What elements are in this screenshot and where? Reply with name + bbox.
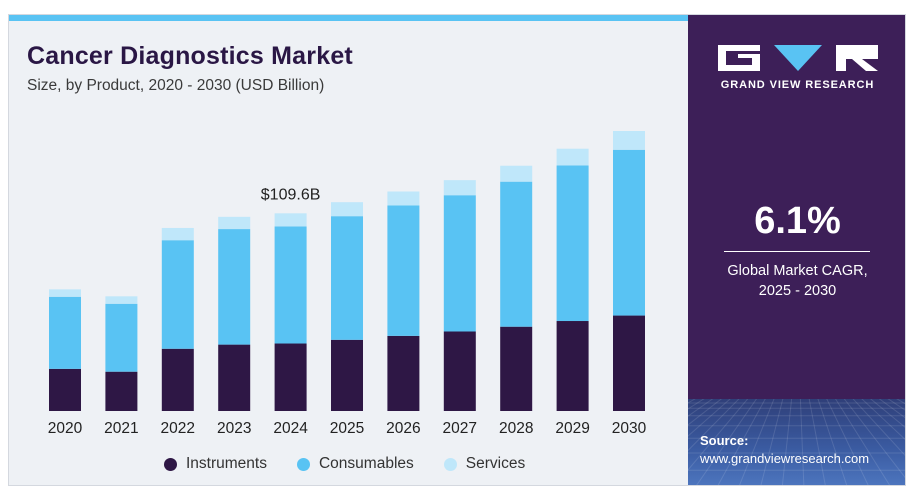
bar-consumables-2023	[218, 229, 251, 345]
bar-services-2025	[331, 202, 363, 217]
bar-consumables-2029	[556, 165, 589, 322]
legend-item-instruments: Instruments	[164, 455, 267, 473]
bar-consumables-2022	[161, 240, 194, 349]
bar-instruments-2022	[161, 348, 194, 411]
bar-instruments-2025	[331, 339, 363, 411]
x-tick-label-2026: 2026	[386, 420, 420, 437]
chart-legend: Instruments Consumables Services	[164, 455, 555, 473]
x-tick-label-2029: 2029	[555, 420, 589, 437]
cagr-divider	[724, 251, 870, 252]
bar-instruments-2029	[556, 321, 589, 411]
bar-consumables-2030	[613, 149, 645, 316]
bar-consumables-2021	[105, 303, 138, 372]
legend-item-consumables: Consumables	[296, 455, 414, 473]
grand-view-research-logo-icon	[718, 45, 878, 71]
bar-services-2023	[218, 216, 251, 230]
stacked-bar-chart: 2020 2021 2022 2023 2024 2025 2026 2027 2028 2029…	[48, 131, 647, 437]
legend-label-instruments: Instruments	[186, 455, 267, 472]
cagr-label-line2: 2025 - 2030	[758, 283, 837, 299]
bar-consumables-2026	[387, 205, 420, 336]
bar-instruments-2024	[274, 343, 307, 411]
accent-bar	[9, 15, 688, 21]
bar-consumables-2020	[49, 296, 81, 369]
bar-services-2027	[443, 180, 476, 196]
cagr-label-line1: Global Market CAGR,	[727, 263, 868, 279]
x-tick-label-2030: 2030	[612, 420, 647, 437]
source-label: Source:	[700, 433, 749, 448]
brand-name: GRAND VIEW RESEARCH	[720, 79, 875, 91]
bar-consumables-2027	[443, 195, 476, 332]
legend-swatch-consumables	[296, 457, 310, 471]
source-link[interactable]: www.grandviewresearch.com	[700, 451, 870, 466]
x-tick-label-2021: 2021	[104, 420, 138, 437]
data-label-2024: $109.6B	[261, 186, 321, 203]
legend-item-services: Services	[443, 455, 526, 473]
bar-consumables-2025	[331, 216, 363, 340]
x-tick-label-2024: 2024	[273, 420, 308, 437]
summary-panel: GRAND VIEW RESEARCH 6.1% Global Market C…	[688, 15, 905, 485]
bar-services-2021	[105, 296, 138, 304]
bar-services-2022	[161, 227, 194, 241]
x-tick-label-2027: 2027	[443, 420, 477, 437]
x-tick-label-2022: 2022	[161, 420, 195, 437]
chart-card: Cancer Diagnostics Market Size, by Produ…	[8, 14, 906, 486]
bar-services-2024	[274, 213, 307, 227]
source-panel: Source: www.grandviewresearch.com	[688, 399, 905, 485]
bar-instruments-2020	[49, 368, 81, 411]
cagr-value: 6.1%	[754, 200, 841, 242]
bar-services-2026	[387, 191, 420, 206]
bar-services-2030	[613, 131, 645, 150]
bar-consumables-2028	[500, 181, 533, 327]
bar-instruments-2027	[443, 331, 476, 411]
bar-consumables-2024	[274, 226, 307, 344]
x-tick-label-2020: 2020	[48, 420, 83, 437]
cagr-label: Global Market CAGR, 2025 - 2030	[688, 261, 905, 301]
x-tick-label-2025: 2025	[330, 420, 364, 437]
bar-instruments-2023	[218, 344, 251, 411]
grid-pattern-decoration	[688, 399, 905, 485]
chart-panel: Cancer Diagnostics Market Size, by Produ…	[9, 21, 688, 485]
legend-label-services: Services	[465, 455, 526, 472]
bar-instruments-2028	[500, 326, 533, 411]
bar-instruments-2021	[105, 371, 138, 411]
bar-services-2020	[49, 289, 81, 297]
chart-title: Cancer Diagnostics Market	[27, 42, 353, 70]
bar-instruments-2026	[387, 335, 420, 411]
bar-services-2029	[556, 148, 589, 166]
legend-swatch-services	[443, 457, 457, 471]
legend-label-consumables: Consumables	[318, 455, 414, 472]
bar-instruments-2030	[613, 315, 645, 411]
bar-services-2028	[500, 165, 533, 182]
x-tick-label-2028: 2028	[499, 420, 533, 437]
chart-subtitle: Size, by Product, 2020 - 2030 (USD Billi…	[27, 77, 325, 94]
legend-swatch-instruments	[164, 457, 177, 471]
x-tick-label-2023: 2023	[217, 420, 251, 437]
